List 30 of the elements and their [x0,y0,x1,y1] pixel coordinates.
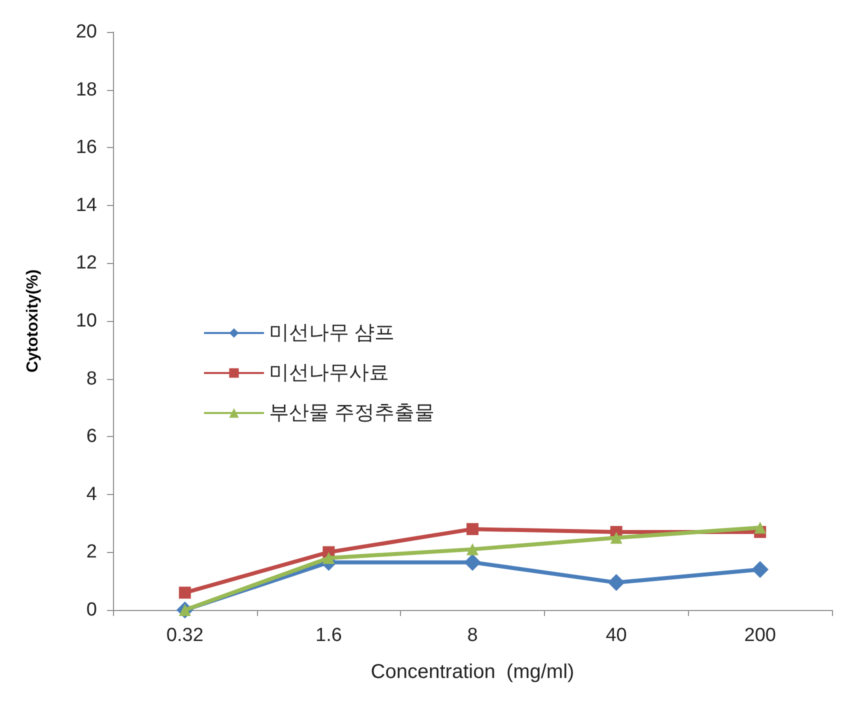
point [754,522,766,534]
point [608,574,625,592]
y-axis-title: Cytotoxity(%) [24,269,42,373]
point [610,532,622,544]
x-tick-label: 200 [744,625,776,646]
point [466,523,478,536]
legend-label: 미선나무사료 [269,362,389,384]
y-tick-label: 14 [76,194,98,216]
x-tick-label: 0.32 [166,625,204,646]
point [752,561,769,578]
y-tick-label: 8 [86,368,97,390]
legend-label: 미선나무 샴프 [269,322,395,344]
x-tick-label: 8 [467,625,478,646]
legend-label: 부산물 주정추출물 [269,402,435,424]
y-tick-label: 4 [86,484,98,505]
point [322,552,335,564]
y-tick-label: 18 [76,79,97,100]
y-tick-label: 16 [76,137,97,158]
point [466,543,478,556]
x-tick-label: 1.6 [315,625,342,646]
y-tick-label: 10 [76,310,97,332]
x-axis-title: Concentration (mg/ml) [370,661,574,683]
y-tick-label: 0 [86,600,97,620]
y-tick-label: 6 [86,426,97,448]
y-tick-label: 2 [86,542,97,563]
point [464,554,481,571]
y-tick-label: 12 [76,252,97,274]
point [178,586,191,599]
x-tick-label: 40 [606,625,627,646]
y-tick-label: 20 [76,22,97,42]
